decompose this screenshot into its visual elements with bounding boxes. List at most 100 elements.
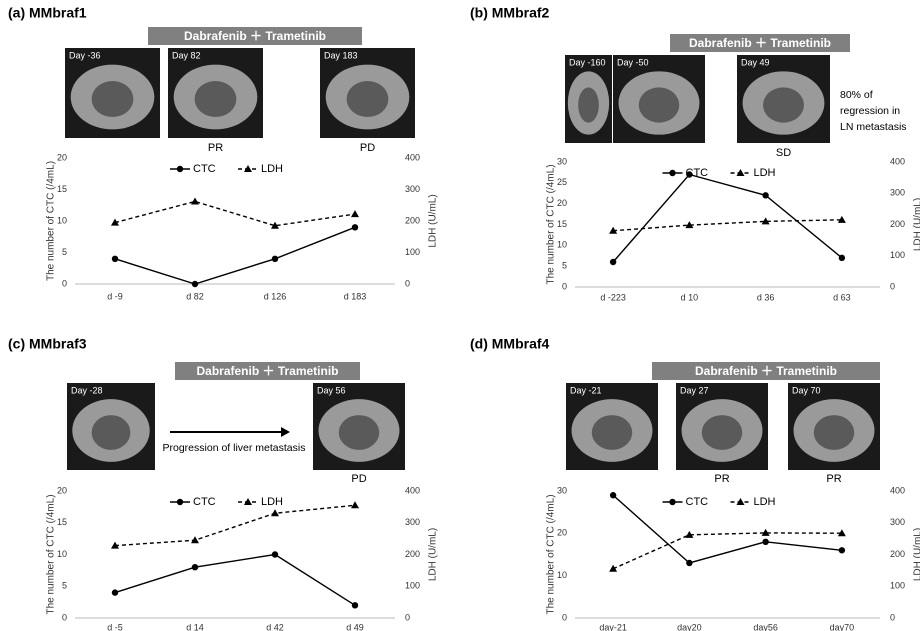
y-axis-title: The number of CTC (/4mL)	[546, 164, 557, 284]
ct-organ	[92, 415, 131, 450]
data-point	[352, 224, 358, 230]
y-tick-label: 0	[562, 281, 567, 291]
y2-tick-label: 100	[890, 250, 905, 260]
data-point	[351, 501, 359, 508]
y-tick-label: 15	[57, 184, 67, 194]
banner-text: Dabrafenib ＋ Trametinib	[184, 29, 326, 43]
y-tick-label: 30	[557, 156, 567, 166]
y2-axis-title: LDH (U/mL)	[428, 194, 439, 247]
y2-tick-label: 200	[890, 549, 905, 559]
y2-tick-label: 300	[890, 517, 905, 527]
y-axis-title: The number of CTC (/4mL)	[546, 494, 557, 614]
annotation: LN metastasis	[840, 121, 907, 133]
data-point	[762, 539, 768, 545]
legend-label: CTC	[686, 496, 709, 508]
image-day-label: Day 70	[792, 385, 821, 395]
image-day-label: Day -50	[617, 57, 649, 67]
panel-title: (b) MMbraf2	[470, 5, 550, 21]
panel-title: (d) MMbraf4	[470, 336, 550, 352]
y-tick-label: 10	[557, 240, 567, 250]
x-tick-label: d 63	[833, 292, 851, 302]
y2-axis-title: LDH (U/mL)	[428, 528, 439, 581]
data-point	[610, 259, 616, 265]
y2-tick-label: 0	[405, 278, 410, 288]
image-day-label: Day 27	[680, 385, 709, 395]
data-point	[191, 197, 199, 204]
response-label: SD	[776, 147, 791, 159]
data-point	[839, 255, 845, 261]
data-point	[272, 256, 278, 262]
ct-organ	[592, 415, 632, 450]
legend-marker	[669, 499, 675, 505]
ct-organ	[339, 415, 379, 450]
data-point	[112, 589, 118, 595]
data-point	[272, 551, 278, 557]
banner-text: Dabrafenib ＋ Trametinib	[695, 364, 837, 378]
y-tick-label: 20	[57, 152, 67, 162]
y2-tick-label: 200	[405, 549, 420, 559]
legend-label: CTC	[193, 163, 216, 175]
y2-tick-label: 100	[405, 581, 420, 591]
legend-label: LDH	[754, 167, 776, 179]
series-line	[115, 227, 355, 284]
data-point	[192, 281, 198, 287]
data-point	[352, 602, 358, 608]
series-line	[115, 555, 355, 606]
y2-tick-label: 300	[890, 188, 905, 198]
image-day-label: Day -160	[569, 57, 606, 67]
y2-tick-label: 0	[890, 612, 895, 622]
y2-tick-label: 300	[405, 184, 420, 194]
response-label: PD	[360, 142, 375, 154]
ct-organ	[639, 87, 679, 122]
data-point	[192, 564, 198, 570]
y2-tick-label: 100	[890, 581, 905, 591]
figure: (a) MMbraf1Dabrafenib ＋ TrametinibDay -3…	[0, 0, 920, 631]
y-tick-label: 5	[562, 261, 567, 271]
x-tick-label: day70	[830, 622, 855, 631]
data-point	[686, 560, 692, 566]
response-label: PR	[208, 142, 223, 154]
y-axis-title: The number of CTC (/4mL)	[46, 161, 57, 281]
x-tick-label: d -223	[600, 292, 626, 302]
annotation: Progression of liver metastasis	[163, 442, 306, 454]
image-day-label: Day 82	[172, 50, 201, 60]
legend-marker	[177, 499, 183, 505]
y-tick-label: 0	[62, 278, 67, 288]
legend-marker	[669, 170, 675, 176]
ct-organ	[195, 81, 237, 117]
y2-tick-label: 200	[890, 219, 905, 229]
image-day-label: Day -21	[570, 385, 602, 395]
y2-tick-label: 400	[890, 156, 905, 166]
ct-organ	[92, 81, 134, 117]
image-day-label: Day -36	[69, 50, 101, 60]
legend-label: LDH	[754, 496, 776, 508]
data-point	[351, 210, 359, 217]
y2-axis-title: LDH (U/mL)	[913, 198, 920, 251]
banner-text: Dabrafenib ＋ Trametinib	[689, 36, 831, 50]
x-tick-label: d 49	[346, 622, 364, 631]
legend-label: LDH	[261, 496, 283, 508]
ct-organ	[702, 415, 742, 450]
y-tick-label: 30	[557, 485, 567, 495]
y-tick-label: 5	[62, 247, 67, 257]
data-point	[610, 492, 616, 498]
y-tick-label: 10	[57, 215, 67, 225]
y-tick-label: 10	[557, 570, 567, 580]
y-tick-label: 0	[62, 612, 67, 622]
x-tick-label: d 36	[757, 292, 775, 302]
data-point	[271, 509, 279, 516]
x-tick-label: d -5	[107, 622, 123, 631]
y-tick-label: 15	[57, 517, 67, 527]
series-line	[613, 175, 842, 263]
arrow-head	[281, 427, 290, 437]
y2-axis-title: LDH (U/mL)	[913, 528, 920, 581]
image-day-label: Day -28	[71, 385, 103, 395]
series-line	[613, 533, 842, 569]
x-tick-label: day-21	[599, 622, 627, 631]
response-label: PR	[826, 473, 841, 485]
legend-label: LDH	[261, 163, 283, 175]
legend-marker	[177, 166, 183, 172]
y-tick-label: 20	[557, 528, 567, 538]
image-day-label: Day 183	[324, 50, 358, 60]
ct-organ	[763, 87, 804, 122]
